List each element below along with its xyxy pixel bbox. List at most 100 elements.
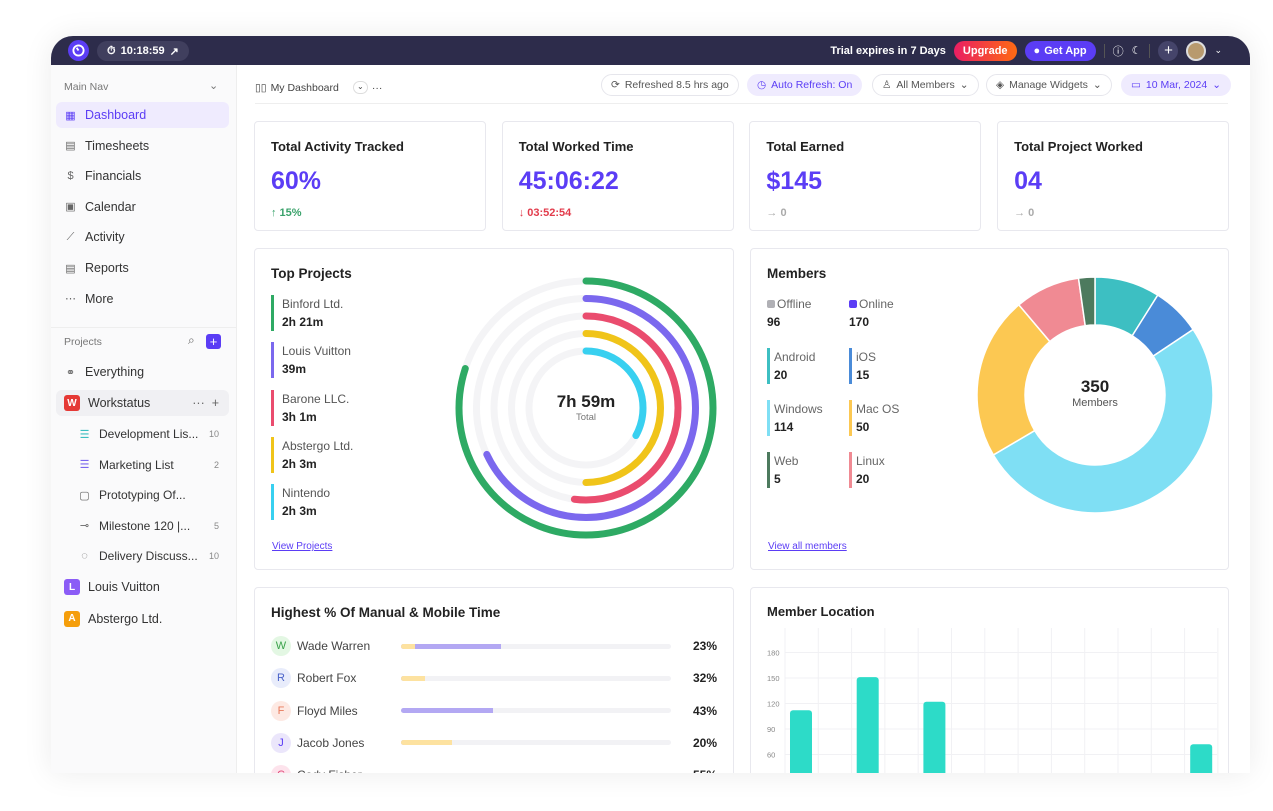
manual-mobile-card: Highest % Of Manual & Mobile Time W Wade … [254, 587, 734, 773]
timer-widget[interactable]: ⏱ 10:18:59 ↗ [97, 41, 189, 61]
progress-bar [401, 740, 671, 746]
upgrade-button[interactable]: Upgrade [953, 40, 1017, 61]
get-app-button[interactable]: ● Get App [1024, 40, 1096, 61]
stat-delta: → 0 [1014, 207, 1035, 219]
stat-value: 45:06:22 [518, 167, 619, 195]
member-status: Online 170 [845, 295, 894, 331]
list-icon: ☰ [79, 428, 90, 441]
milestone-icon: ⊸ [79, 520, 90, 533]
manage-widgets-button[interactable]: ◈ Manage Widgets ⌄ [986, 74, 1112, 96]
list-count: 5 [213, 520, 219, 531]
user-name: Jacob Jones [297, 735, 365, 750]
sidebar-list-item[interactable]: ◌ Delivery Discuss... 10 [56, 543, 229, 569]
user-name: Robert Fox [297, 671, 357, 686]
manage-widgets-label: Manage Widgets [1009, 79, 1088, 91]
more-add-icons[interactable]: ··· + [192, 396, 219, 410]
chevron-down-icon[interactable]: ⌄ [1214, 45, 1222, 55]
bar[interactable] [1190, 744, 1213, 773]
stopwatch-icon: ⏱ [107, 44, 116, 57]
clock-icon: ◷ [757, 79, 767, 91]
project-name: Barone LLC. [282, 391, 350, 406]
total-label: Total [575, 412, 597, 423]
status-value: 96 [767, 315, 781, 329]
project-time: 2h 3m [282, 504, 317, 519]
member-platform: Linux 20 [849, 452, 885, 488]
stat-card: Total Activity Tracked 60% ↑ 15% [254, 121, 486, 231]
sidebar-item-calendar[interactable]: ▣ Calendar [56, 194, 229, 220]
project-name: Abstergo Ltd. [282, 438, 354, 453]
bar[interactable] [923, 701, 946, 773]
member-status: Offline 96 [763, 295, 811, 331]
platform-label: iOS [856, 350, 877, 364]
refresh-button[interactable]: ⟳ Refreshed 8.5 hrs ago [601, 74, 739, 96]
sidebar-list-item[interactable]: ⊸ Milestone 120 |... 5 [56, 513, 229, 539]
platform-value: 5 [774, 472, 781, 486]
card-title: Top Projects [271, 266, 352, 281]
ring-arc-nintendo[interactable] [525, 347, 647, 469]
donut-slice-windows[interactable] [992, 328, 1214, 514]
sidebar-item-dashboard[interactable]: ▦ Dashboard [56, 102, 229, 128]
stat-delta: ↑ 15% [271, 207, 302, 219]
view-all-members-link[interactable]: View all members [768, 541, 847, 552]
projects-label: Projects [64, 336, 102, 348]
sidebar-item-activity[interactable]: ⟋ Activity [56, 224, 229, 250]
sidebar-item-label: Calendar [85, 199, 136, 214]
dashboard-selector[interactable]: ▯▯ My Dashboard ⌄ ··· [255, 81, 382, 94]
user-row: W Wade Warren 23% [271, 635, 717, 657]
search-icon[interactable]: ⌕ [188, 333, 195, 347]
sidebar-list-item[interactable]: ▢ Prototyping Of... [56, 482, 229, 508]
sidebar-list-item[interactable]: ☰ Marketing List 2 [56, 452, 229, 478]
sidebar-item-financials[interactable]: $ Financials [56, 163, 229, 189]
stat-title: Total Project Worked [1014, 139, 1143, 154]
project-name: Binford Ltd. [282, 297, 344, 311]
progress-bar [401, 643, 671, 649]
project-label: Abstergo Ltd. [88, 611, 163, 626]
date-picker[interactable]: ▭ 10 Mar, 2024 ⌄ [1121, 74, 1232, 96]
dashboard-icon: ▦ [65, 109, 76, 122]
ring-arc-binford-ltd-[interactable] [455, 277, 717, 539]
sidebar-item-workstatus[interactable]: W Workstatus ··· + [56, 390, 229, 416]
sidebar-project-item[interactable]: L Louis Vuitton [56, 574, 229, 600]
list-count: 10 [208, 429, 219, 439]
workspace-label: Workstatus [88, 396, 151, 410]
project-label: Louis Vuitton [88, 580, 160, 594]
member-platform: Mac OS 50 [849, 400, 899, 436]
ring-arc-abstergo-ltd-[interactable] [508, 330, 664, 486]
sidebar-list-item[interactable]: ☰ Development Lis... 10 [56, 421, 229, 447]
more-icon[interactable]: ··· [371, 81, 383, 94]
members-card: Members Offline 96 Online 170 Android 20 iOS 15… [750, 248, 1229, 570]
auto-refresh-toggle[interactable]: ◷ Auto Refresh: On [747, 74, 863, 96]
sidebar-item-everything[interactable]: ⚭ Everything [56, 359, 229, 385]
member-platform: Windows 114 [767, 400, 823, 436]
help-icon[interactable]: ⓘ [1112, 45, 1124, 58]
sidebar-item-more[interactable]: ⋯ More [56, 286, 229, 312]
project-rings-chart [455, 277, 717, 539]
platform-label: Android [774, 350, 816, 364]
moon-icon[interactable]: ☾ [1131, 45, 1142, 57]
bar[interactable] [790, 710, 812, 773]
view-projects-link[interactable]: View Projects [272, 541, 333, 552]
platform-value: 114 [774, 420, 794, 434]
ring-arc-louis-vuitton[interactable] [473, 295, 699, 521]
chevron-down-icon[interactable]: ⌄ [209, 80, 219, 92]
card-title: Members [767, 266, 827, 281]
member-platform: Web 5 [767, 452, 798, 488]
sidebar-item-timesheets[interactable]: ▤ Timesheets [56, 133, 229, 159]
bar[interactable] [856, 677, 879, 773]
sidebar-project-item[interactable]: A Abstergo Ltd. [56, 606, 229, 632]
avatar[interactable] [1186, 40, 1207, 61]
donut-slice-web[interactable] [1077, 276, 1096, 327]
app-logo-icon[interactable] [68, 40, 89, 61]
ring-arc-barone-llc-[interactable] [490, 312, 682, 504]
add-icon[interactable]: + [1158, 40, 1179, 61]
avatar: F [271, 700, 291, 721]
stat-card: Total Earned $145 → 0 [749, 121, 982, 231]
avatar: C [271, 765, 291, 773]
main-content: ▯▯ My Dashboard ⌄ ··· ⟳ Refreshed 8.5 hrs ag… [238, 65, 1250, 773]
card-title: Highest % Of Manual & Mobile Time [271, 605, 501, 620]
members-filter[interactable]: ♙ All Members ⌄ [872, 74, 979, 96]
chevron-down-icon: ⌄ [1092, 79, 1102, 91]
sidebar-item-reports[interactable]: ▤ Reports [56, 255, 229, 281]
chevron-down-icon[interactable]: ⌄ [352, 81, 368, 94]
add-project-button[interactable]: + [206, 334, 221, 349]
